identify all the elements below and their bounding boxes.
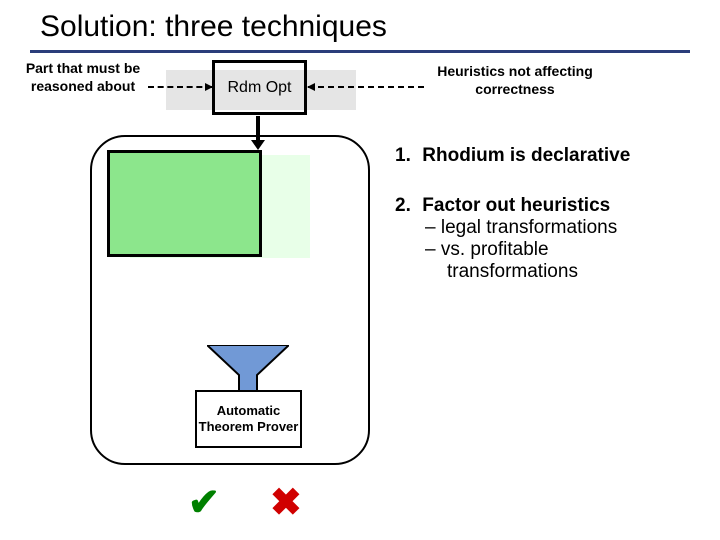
rdm-opt-label: Rdm Opt bbox=[227, 79, 291, 97]
bullet-2-sub1: – legal transformations bbox=[425, 217, 705, 239]
dashed-arrow-left bbox=[148, 86, 212, 88]
bullet-1-num: 1. bbox=[395, 145, 417, 167]
rdm-opt-box: Rdm Opt bbox=[212, 60, 307, 115]
bullet-2-sub2b: transformations bbox=[447, 261, 705, 283]
funnel-icon bbox=[207, 345, 289, 393]
bullet-list: 1. Rhodium is declarative 2. Factor out … bbox=[395, 145, 705, 283]
bullet-2-sub2: – vs. profitable bbox=[425, 239, 705, 261]
check-icon: ✔ bbox=[188, 480, 220, 525]
dashed-arrow-right bbox=[308, 86, 424, 88]
bullet-1-text: Rhodium is declarative bbox=[422, 145, 630, 166]
title-underline bbox=[30, 50, 690, 53]
arrow-down-icon bbox=[256, 116, 260, 142]
atp-box: Automatic Theorem Prover bbox=[195, 390, 302, 448]
bullet-2: 2. Factor out heuristics bbox=[395, 195, 705, 217]
bullet-2-text: Factor out heuristics bbox=[422, 195, 610, 216]
left-annotation-label: Part that must be reasoned about bbox=[18, 60, 148, 95]
bullet-2-num: 2. bbox=[395, 195, 417, 217]
bullet-1: 1. Rhodium is declarative bbox=[395, 145, 705, 167]
cross-icon: ✖ bbox=[270, 480, 302, 525]
atp-label: Automatic Theorem Prover bbox=[197, 403, 300, 434]
green-box bbox=[107, 150, 262, 257]
right-annotation-label: Heuristics not affecting correctness bbox=[425, 63, 605, 98]
slide-title: Solution: three techniques bbox=[40, 10, 387, 44]
